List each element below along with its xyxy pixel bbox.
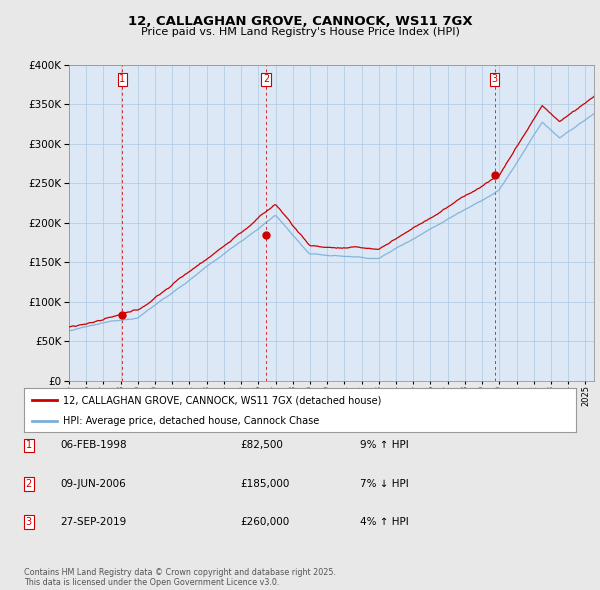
- Text: £260,000: £260,000: [240, 517, 289, 527]
- Text: £82,500: £82,500: [240, 441, 283, 450]
- Text: £185,000: £185,000: [240, 479, 289, 489]
- Text: Price paid vs. HM Land Registry's House Price Index (HPI): Price paid vs. HM Land Registry's House …: [140, 27, 460, 37]
- Text: 3: 3: [492, 74, 498, 84]
- Text: 7% ↓ HPI: 7% ↓ HPI: [360, 479, 409, 489]
- Text: 12, CALLAGHAN GROVE, CANNOCK, WS11 7GX (detached house): 12, CALLAGHAN GROVE, CANNOCK, WS11 7GX (…: [62, 395, 381, 405]
- Text: 2: 2: [26, 479, 32, 489]
- Text: 3: 3: [26, 517, 32, 527]
- Text: 09-JUN-2006: 09-JUN-2006: [60, 479, 126, 489]
- Text: 1: 1: [119, 74, 125, 84]
- Text: 12, CALLAGHAN GROVE, CANNOCK, WS11 7GX: 12, CALLAGHAN GROVE, CANNOCK, WS11 7GX: [128, 15, 472, 28]
- Text: 9% ↑ HPI: 9% ↑ HPI: [360, 441, 409, 450]
- Text: HPI: Average price, detached house, Cannock Chase: HPI: Average price, detached house, Cann…: [62, 416, 319, 426]
- Text: 27-SEP-2019: 27-SEP-2019: [60, 517, 126, 527]
- Text: 1: 1: [26, 441, 32, 450]
- Text: 2: 2: [263, 74, 269, 84]
- Text: Contains HM Land Registry data © Crown copyright and database right 2025.
This d: Contains HM Land Registry data © Crown c…: [24, 568, 336, 587]
- Text: 06-FEB-1998: 06-FEB-1998: [60, 441, 127, 450]
- Text: 4% ↑ HPI: 4% ↑ HPI: [360, 517, 409, 527]
